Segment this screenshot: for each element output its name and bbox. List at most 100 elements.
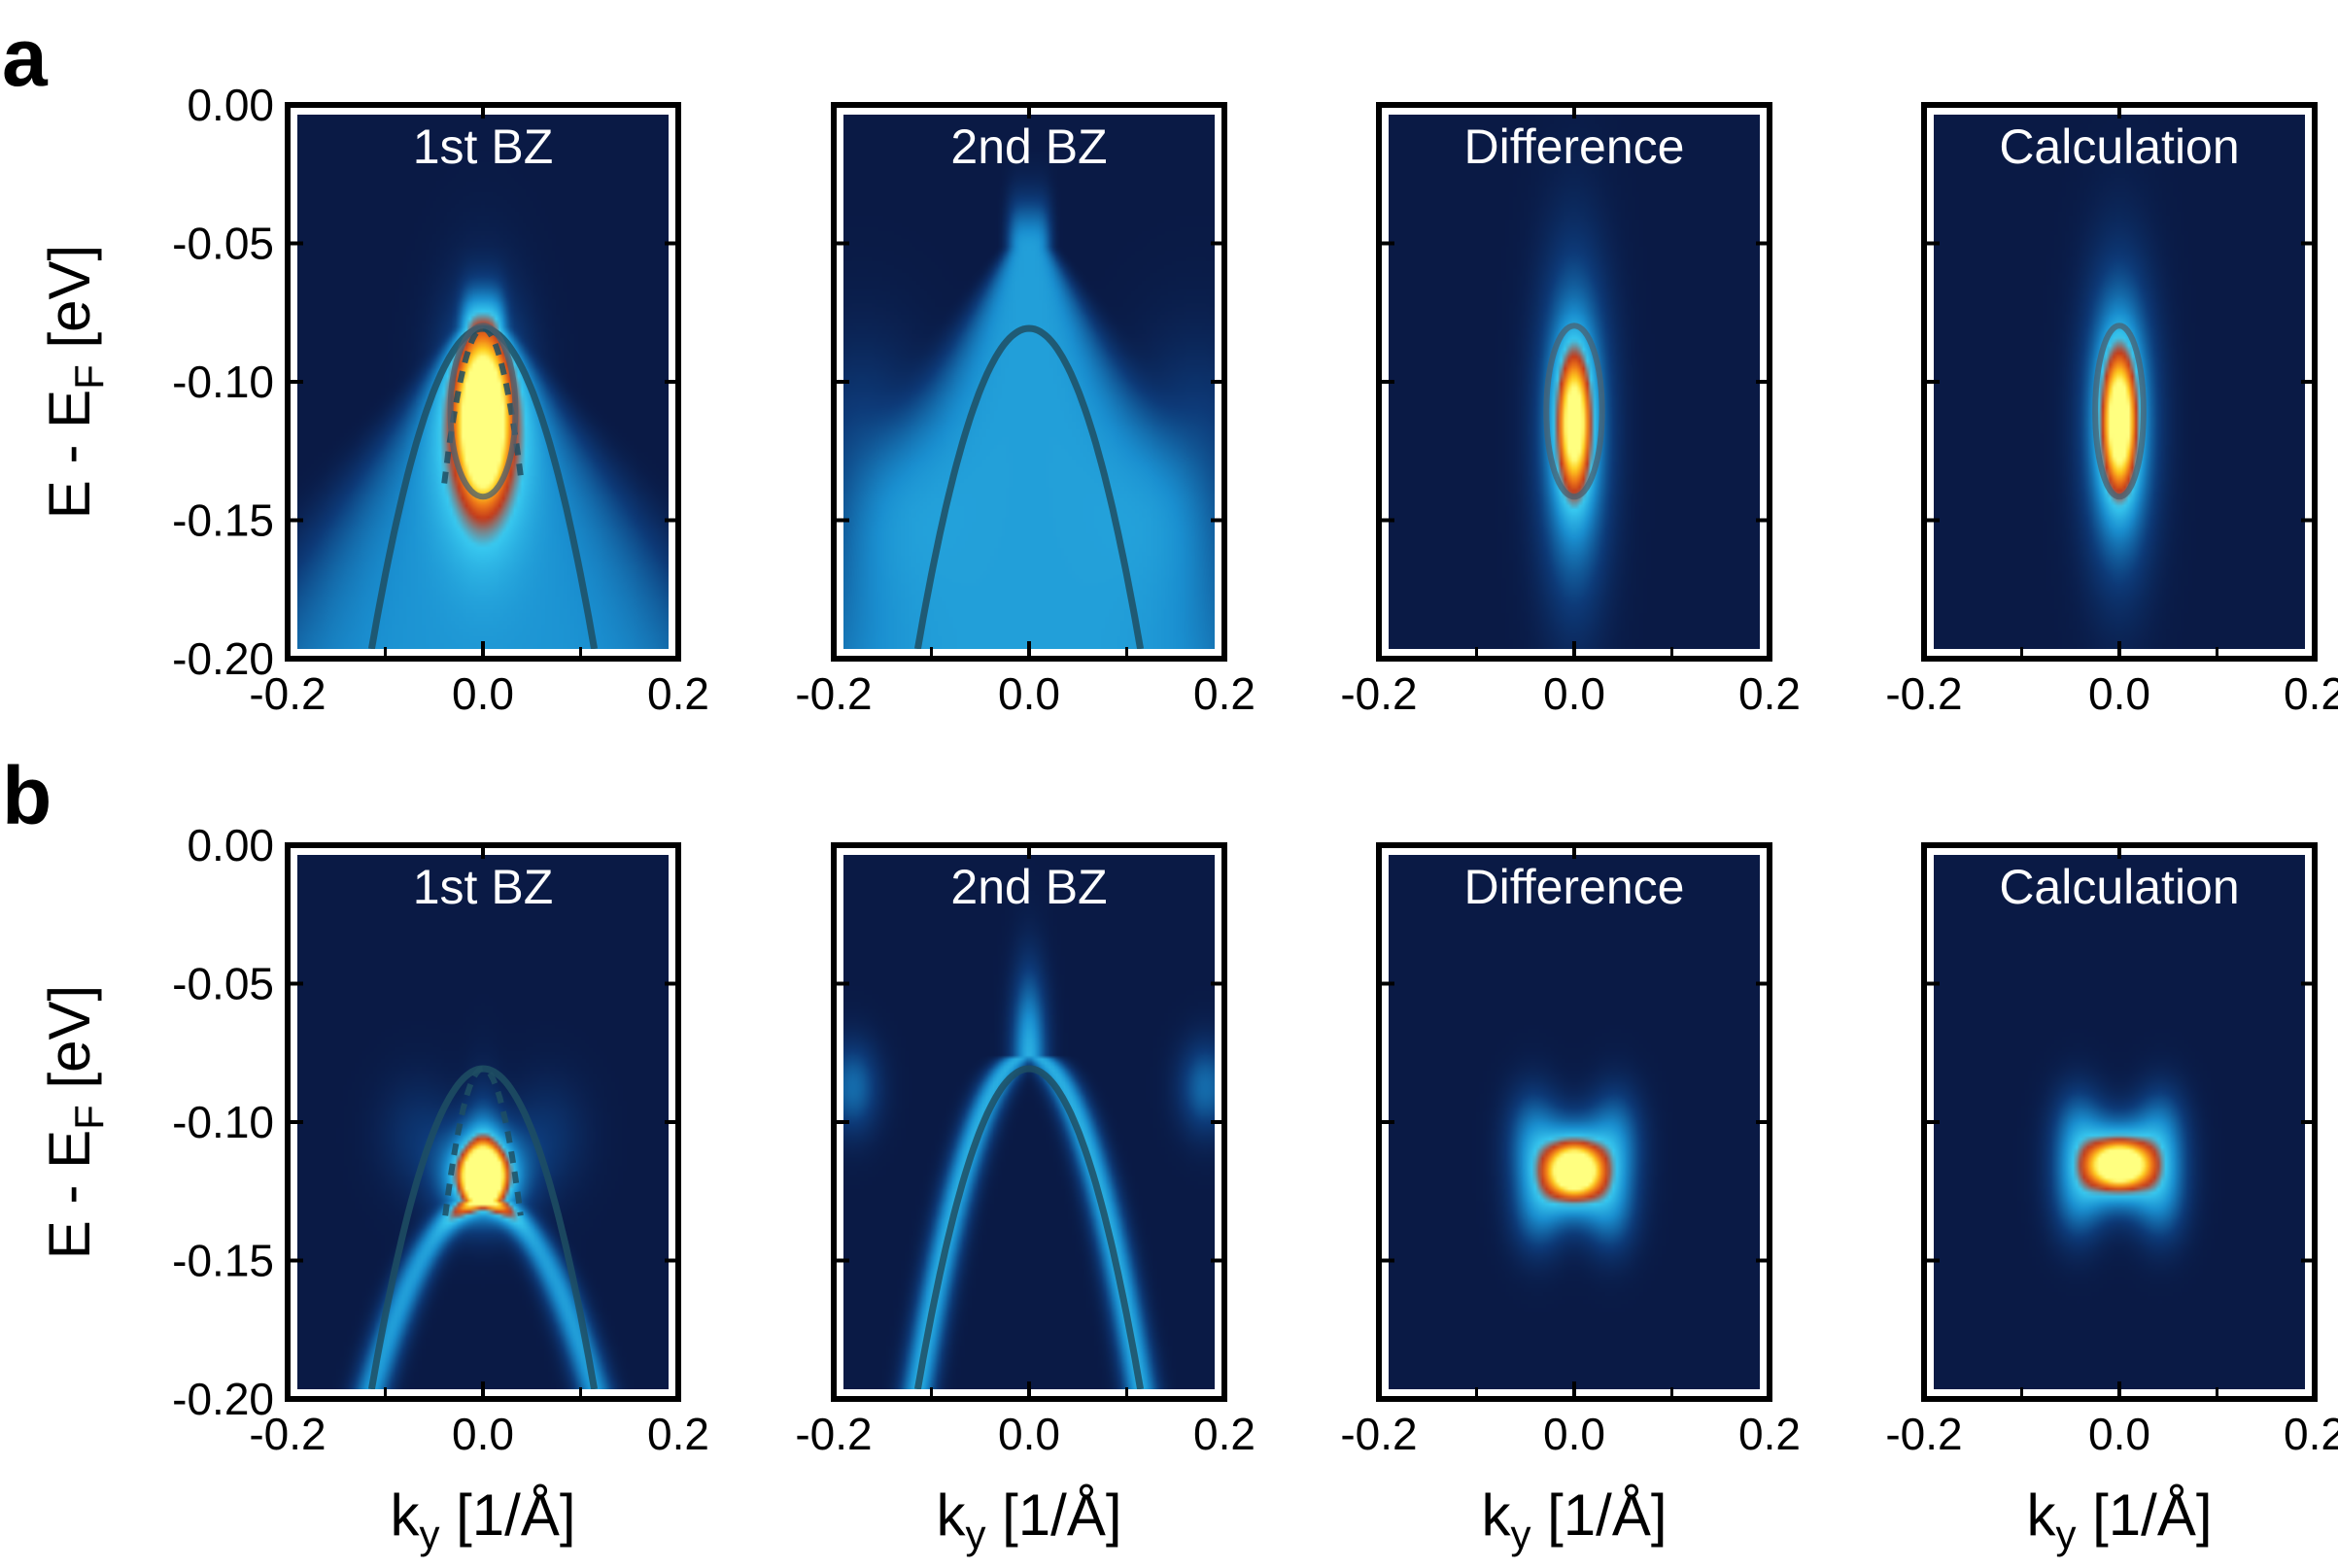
x-tick-label: 0.0 [1543, 668, 1605, 719]
x-tick-label: 0.0 [452, 1409, 514, 1459]
x-tick-label: 0.0 [998, 668, 1060, 719]
y-axis-title-main: E - E [37, 390, 102, 519]
y-axis-title-main: E - E [37, 1130, 102, 1259]
x-tick-label: -0.2 [1885, 668, 1962, 719]
x-tick-label: 0.0 [1543, 1409, 1605, 1459]
x-tick-label: 0.0 [2088, 668, 2150, 719]
x-axis-title-main: k [390, 1483, 420, 1548]
y-tick-label: -0.10 [172, 1097, 274, 1147]
outline-ellipse [1543, 323, 1605, 500]
x-axis-title-sub: y [1510, 1512, 1530, 1557]
panel-title: Calculation [1999, 119, 2239, 174]
panel-b-4: Calculation -0.2 0.0 0.2 ky [1/Å] [1885, 842, 2338, 1557]
overlay-lines [367, 1065, 599, 1389]
x-axis-title-main: k [936, 1483, 966, 1548]
panel-title: 1st BZ [413, 860, 553, 914]
x-axis-title: ky [1/Å] [2026, 1483, 2212, 1557]
overlay-lines [2092, 323, 2147, 500]
x-tick-label: -0.2 [1340, 668, 1417, 719]
x-axis-title-sub: y [2055, 1512, 2076, 1557]
heatmap-image [1934, 115, 2305, 649]
x-tick-label: 0.2 [1738, 1409, 1801, 1459]
row-label-a: a [2, 12, 49, 103]
x-tick-label: -0.2 [1885, 1409, 1962, 1459]
x-axis-title-main: k [1481, 1483, 1511, 1548]
x-tick-label: 0.2 [1193, 668, 1255, 719]
y-tick-label: -0.20 [172, 1374, 274, 1424]
x-axis-title-unit: [1/Å] [985, 1483, 1121, 1548]
panel-title: Difference [1464, 119, 1685, 174]
figure-labels: abE - EF [eV]E - EF [eV] [2, 12, 112, 1259]
y-tick-label: -0.15 [172, 495, 274, 546]
panels: 1st BZ-0.2 0.0 0.20.00-0.05-0.10-0.15-0.20… [172, 80, 2338, 1557]
heatmap-image [297, 855, 669, 1389]
y-tick-label: -0.05 [172, 219, 274, 269]
x-axis-title: ky [1/Å] [390, 1483, 575, 1557]
y-tick-label: -0.10 [172, 357, 274, 407]
x-tick-label: 0.2 [1738, 668, 1801, 719]
svg-text:E - EF [eV]: E - EF [eV] [37, 985, 112, 1259]
x-tick-label: 0.2 [2284, 1409, 2338, 1459]
overlay-lines [1543, 323, 1605, 500]
heatmap-image [1389, 115, 1760, 649]
heatmap-image [843, 115, 1215, 649]
heatmap-image [297, 115, 669, 649]
y-axis-title-unit: [eV] [37, 245, 102, 364]
svg-text:E - EF [eV]: E - EF [eV] [37, 245, 112, 519]
x-tick-label: 0.0 [998, 1409, 1060, 1459]
dispersion-line-dashed [441, 324, 525, 484]
panel-title: 1st BZ [413, 119, 553, 174]
x-tick-label: -0.2 [795, 668, 872, 719]
x-axis-title-sub: y [419, 1512, 439, 1557]
panel-a-1: 1st BZ -0.2 0.0 0.2 0.00 -0.05 -0.10 -0.15 -0.20 [172, 80, 709, 719]
panel-b-3: Difference -0.2 0.0 0.2 ky [1/Å] [1340, 842, 1801, 1557]
panel-a-4: Calculation -0.2 0.0 0.2 [1885, 102, 2338, 719]
x-tick-label: -0.2 [1340, 1409, 1417, 1459]
x-axis-title-main: k [2026, 1483, 2056, 1548]
dispersion-line-solid [913, 1065, 1145, 1389]
x-tick-label: 0.0 [2088, 1409, 2150, 1459]
panel-a-2: 2nd BZ -0.2 0.0 0.2 [795, 102, 1255, 719]
outline-ellipse [2092, 323, 2147, 500]
y-axis-title-sub: F [66, 364, 112, 390]
x-axis-title: ky [1/Å] [936, 1483, 1121, 1557]
dispersion-line-solid [367, 1065, 599, 1389]
panel-title: 2nd BZ [950, 860, 1107, 914]
panel-title: Difference [1464, 860, 1685, 914]
y-tick-label: -0.05 [172, 959, 274, 1009]
x-axis-title-unit: [1/Å] [2076, 1483, 2212, 1548]
x-tick-label: -0.2 [249, 1409, 326, 1459]
x-axis-title: ky [1/Å] [1481, 1483, 1667, 1557]
overlay-lines [913, 324, 1145, 649]
panel-b-1: 1st BZ -0.2 0.0 0.2 0.00 -0.05 -0.10 -0.15 -0.20… [172, 820, 709, 1557]
heatmap-image [1389, 855, 1760, 1389]
y-axis-title-sub: F [66, 1105, 112, 1130]
row-label-b: b [2, 750, 52, 841]
y-tick-label: 0.00 [187, 80, 274, 130]
x-tick-label: -0.2 [249, 668, 326, 719]
panel-title: Calculation [1999, 860, 2239, 914]
panel-a-3: Difference -0.2 0.0 0.2 [1340, 102, 1801, 719]
overlay-lines [367, 323, 599, 649]
heatmap-image [843, 855, 1215, 1389]
overlay-lines [913, 1065, 1145, 1389]
y-axis-title-unit: [eV] [37, 985, 102, 1105]
x-tick-label: 0.2 [647, 668, 709, 719]
panel-b-2: 2nd BZ -0.2 0.0 0.2 ky [1/Å] [795, 842, 1255, 1557]
y-tick-label: 0.00 [187, 820, 274, 870]
y-tick-label: -0.15 [172, 1236, 274, 1286]
y-axis-title: E - EF [eV] [37, 245, 112, 519]
x-axis-title-unit: [1/Å] [1530, 1483, 1667, 1548]
x-tick-label: 0.2 [647, 1409, 709, 1459]
y-axis-title: E - EF [eV] [37, 985, 112, 1259]
dispersion-line-dashed [442, 1065, 524, 1216]
outline-ellipse [447, 323, 519, 500]
y-tick-label: -0.20 [172, 633, 274, 684]
dispersion-line-solid [913, 324, 1145, 649]
x-tick-label: 0.2 [1193, 1409, 1255, 1459]
panel-title: 2nd BZ [950, 119, 1107, 174]
x-tick-label: -0.2 [795, 1409, 872, 1459]
heatmap-image [1934, 855, 2305, 1389]
x-axis-title-sub: y [965, 1512, 985, 1557]
